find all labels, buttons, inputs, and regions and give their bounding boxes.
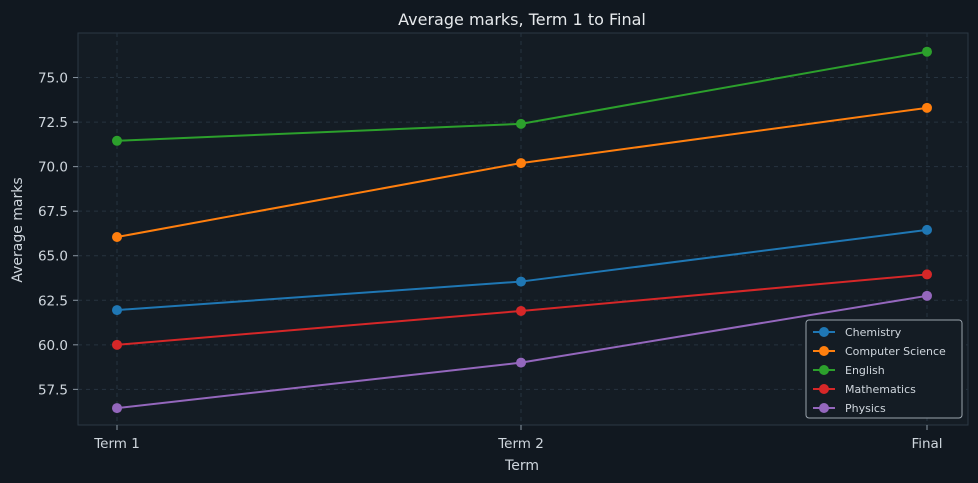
data-point-english [922, 46, 932, 57]
legend-marker-mathematics [819, 384, 829, 394]
x-tick-label: Term 2 [497, 436, 544, 452]
data-point-chemistry [516, 276, 526, 287]
legend-marker-computer-science [819, 346, 829, 356]
legend-box [805, 319, 963, 419]
series-physics [112, 290, 932, 414]
legend-label-mathematics: Mathematics [845, 383, 916, 396]
legend-marker-chemistry [819, 327, 829, 337]
data-point-chemistry [922, 224, 932, 235]
y-tick-label: 75.0 [38, 71, 68, 87]
y-tick-label: 65.0 [38, 249, 68, 265]
data-point-mathematics [516, 305, 526, 316]
series-english [112, 46, 932, 146]
y-tick-label: 60.0 [38, 338, 68, 354]
legend-label-computer-science: Computer Science [845, 345, 946, 358]
legend: Chemistry Computer Science English Mathemat… [805, 319, 963, 419]
series-chemistry [112, 224, 932, 316]
data-point-mathematics [112, 339, 122, 350]
series-mathematics [112, 269, 932, 350]
legend-marker-physics [819, 403, 829, 413]
x-tick-label: Final [911, 436, 942, 452]
data-point-chemistry [112, 305, 122, 316]
y-tick-label: 67.5 [38, 204, 68, 220]
data-point-computer-science [516, 158, 526, 169]
data-point-physics [922, 290, 932, 301]
data-point-computer-science [922, 102, 932, 113]
series-layer [112, 46, 932, 414]
data-point-physics [112, 403, 122, 414]
legend-label-chemistry: Chemistry [845, 326, 902, 339]
legend-label-physics: Physics [845, 402, 886, 415]
data-point-computer-science [112, 232, 122, 243]
y-tick-label: 57.5 [38, 382, 68, 398]
legend-marker-english [819, 365, 829, 375]
y-axis: 57.5 60.0 62.5 65.0 67.5 70.0 72.5 75.0 [38, 71, 78, 398]
data-point-physics [516, 357, 526, 368]
legend-label-english: English [845, 364, 885, 377]
x-tick-label: Term 1 [93, 436, 140, 452]
y-tick-label: 62.5 [38, 293, 68, 309]
x-axis-label: Term [504, 458, 539, 474]
series-computer-science [112, 102, 932, 243]
y-tick-label: 70.0 [38, 160, 68, 176]
x-axis: Term 1 Term 2 Final [93, 425, 943, 452]
data-point-mathematics [922, 269, 932, 280]
y-tick-label: 72.5 [38, 115, 68, 131]
data-point-english [516, 118, 526, 129]
y-axis-label: Average marks [10, 177, 26, 282]
data-point-english [112, 135, 122, 146]
chart-title: Average marks, Term 1 to Final [398, 10, 646, 29]
